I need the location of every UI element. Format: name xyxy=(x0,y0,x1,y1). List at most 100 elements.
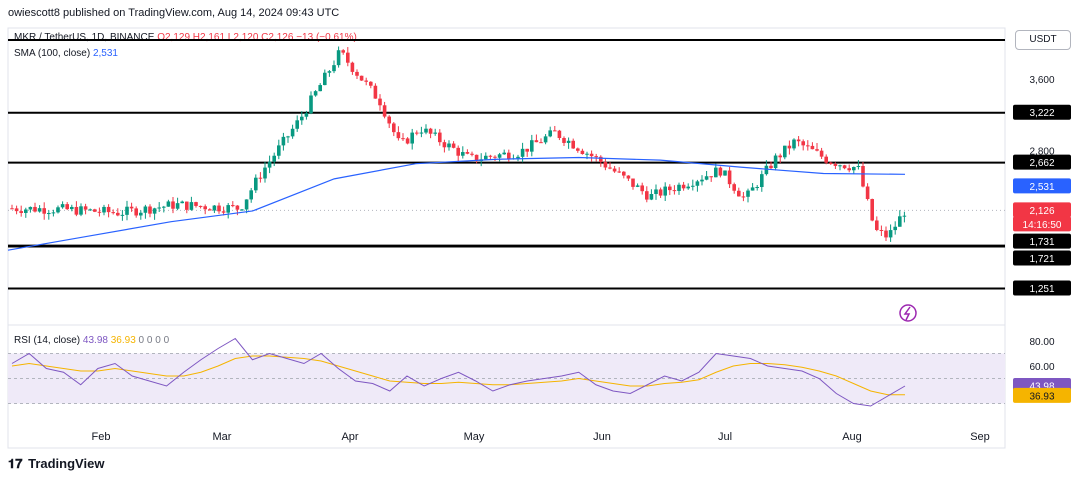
price-badge-label: 1,731 xyxy=(1029,237,1054,248)
candle-body xyxy=(323,72,327,86)
candle-body xyxy=(447,143,451,148)
rsi-line xyxy=(11,337,906,407)
price-badge-level xyxy=(1013,233,1071,249)
candle-body xyxy=(760,174,764,188)
time-axis-label: Jul xyxy=(718,431,732,443)
candle-body xyxy=(516,156,520,159)
publisher-line: owiescott8 published on TradingView.com,… xyxy=(8,7,340,19)
candle-body xyxy=(442,142,447,148)
candle-body xyxy=(672,190,677,192)
candle-body xyxy=(557,130,562,139)
candle-body xyxy=(640,185,644,192)
price-badge-label: 14:16:50 xyxy=(1023,220,1062,231)
candle-body xyxy=(576,148,580,151)
price-badge-price xyxy=(1013,202,1071,218)
candle-body xyxy=(553,130,557,132)
candle-body xyxy=(626,175,631,179)
candle-body xyxy=(336,50,341,66)
candle-body xyxy=(815,149,819,151)
candle-body xyxy=(686,186,690,189)
candle-body xyxy=(217,205,221,212)
candle-body xyxy=(465,152,470,154)
candle-body xyxy=(392,123,396,133)
candle-body xyxy=(175,203,180,209)
candle-body xyxy=(700,179,704,182)
candle-body xyxy=(281,136,286,146)
price-badge-level xyxy=(1013,154,1071,170)
candle-body xyxy=(189,202,194,210)
candle-body xyxy=(346,52,350,63)
price-badge-label: 1,251 xyxy=(1029,284,1054,295)
candle-body xyxy=(865,186,870,200)
candle-body xyxy=(378,98,382,106)
candle-body xyxy=(148,206,152,214)
candle-body xyxy=(654,189,658,195)
time-axis-label: May xyxy=(464,431,485,443)
candle-body xyxy=(438,132,442,143)
candle-body xyxy=(19,211,23,213)
candle-body xyxy=(585,153,589,155)
flash-icon xyxy=(899,304,917,322)
symbol-name[interactable]: MKR / TetherUS, 1D, BINANCE xyxy=(14,32,155,43)
candle-body xyxy=(235,205,240,210)
candle-body xyxy=(819,150,824,157)
candle-body xyxy=(838,165,842,167)
candle-body xyxy=(120,214,125,216)
candle-body xyxy=(180,201,184,204)
candle-body xyxy=(801,141,805,146)
candle-body xyxy=(162,206,166,208)
candle-body xyxy=(773,155,778,169)
candle-body xyxy=(474,154,479,162)
rsi-legend-zeros: 0 0 0 0 xyxy=(138,335,170,346)
candle-body xyxy=(792,139,796,149)
candle-body xyxy=(530,140,534,152)
candle-body xyxy=(714,167,718,178)
candle-body xyxy=(387,116,391,124)
candle-body xyxy=(704,176,709,180)
candle-body xyxy=(870,199,874,221)
candle-body xyxy=(410,132,414,144)
candle-body xyxy=(732,184,736,191)
candle-body xyxy=(65,204,69,210)
candle-body xyxy=(97,211,102,213)
rsi-ma-badge xyxy=(1013,387,1071,403)
candle-body xyxy=(194,202,198,206)
tradingview-brand[interactable]: 𝟏𝟕 TradingView xyxy=(8,456,104,472)
candle-body xyxy=(783,145,787,158)
candle-body xyxy=(580,150,585,155)
candle-body xyxy=(594,156,598,158)
rsi-legend[interactable]: RSI (14, close) 43.98 36.93 0 0 0 0 xyxy=(14,335,169,346)
candle-body xyxy=(566,140,571,143)
candle-body xyxy=(824,156,828,163)
candle-body xyxy=(534,140,539,143)
price-badge-level xyxy=(1013,104,1071,120)
candle-body xyxy=(543,136,548,143)
candle-body xyxy=(470,153,474,155)
candle-body xyxy=(635,185,640,187)
candle-body xyxy=(401,138,405,140)
candle-body xyxy=(129,206,134,209)
rsi-tick-label: 60.00 xyxy=(1029,362,1054,373)
candle-body xyxy=(37,208,42,212)
time-axis-label: Jun xyxy=(593,431,611,443)
candle-body xyxy=(778,155,782,158)
candle-body xyxy=(833,163,838,166)
rsi-badge-label: 43.98 xyxy=(1029,382,1054,393)
candle-body xyxy=(300,116,304,121)
candle-body xyxy=(898,216,902,227)
price-tick-label: 3,600 xyxy=(1029,75,1054,86)
candle-body xyxy=(258,177,263,179)
candle-body xyxy=(231,205,235,207)
rsi-ma-line xyxy=(11,355,905,396)
candle-body xyxy=(806,145,810,147)
currency-selector[interactable]: USDT xyxy=(1015,30,1071,50)
candle-body xyxy=(589,153,594,157)
candle-body xyxy=(134,208,138,216)
candle-body xyxy=(888,230,893,238)
sma-legend[interactable]: SMA (100, close) 2,531 xyxy=(14,48,118,59)
candle-body xyxy=(718,167,723,176)
candle-body xyxy=(359,75,364,81)
candle-body xyxy=(106,206,111,213)
candle-body xyxy=(571,140,575,149)
